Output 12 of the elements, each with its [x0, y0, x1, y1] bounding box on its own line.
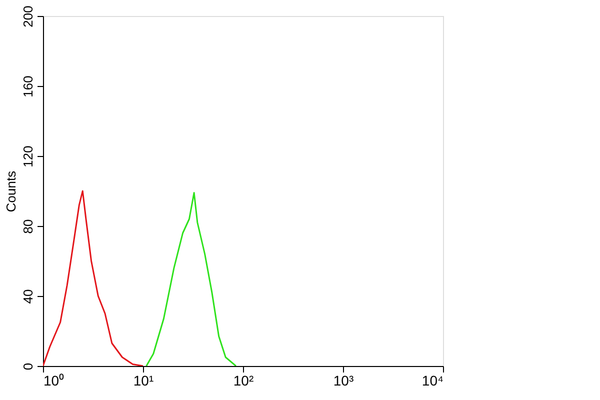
y-tick-label: 40 [20, 289, 36, 304]
x-tick-label: 10¹ [133, 372, 154, 388]
y-axis-title: Counts [4, 170, 18, 212]
y-tick-label: 120 [20, 146, 36, 168]
y-tick-label: 200 [20, 6, 36, 28]
x-tick-label: 10⁰ [44, 372, 64, 388]
y-tick-label: 80 [20, 219, 36, 234]
y-tick-label: 0 [20, 362, 36, 370]
x-tick-label: 10⁴ [422, 372, 444, 388]
y-tick-label: 160 [20, 76, 36, 98]
x-tick-label: 10³ [333, 372, 354, 388]
x-tick-label: 10² [233, 372, 254, 388]
